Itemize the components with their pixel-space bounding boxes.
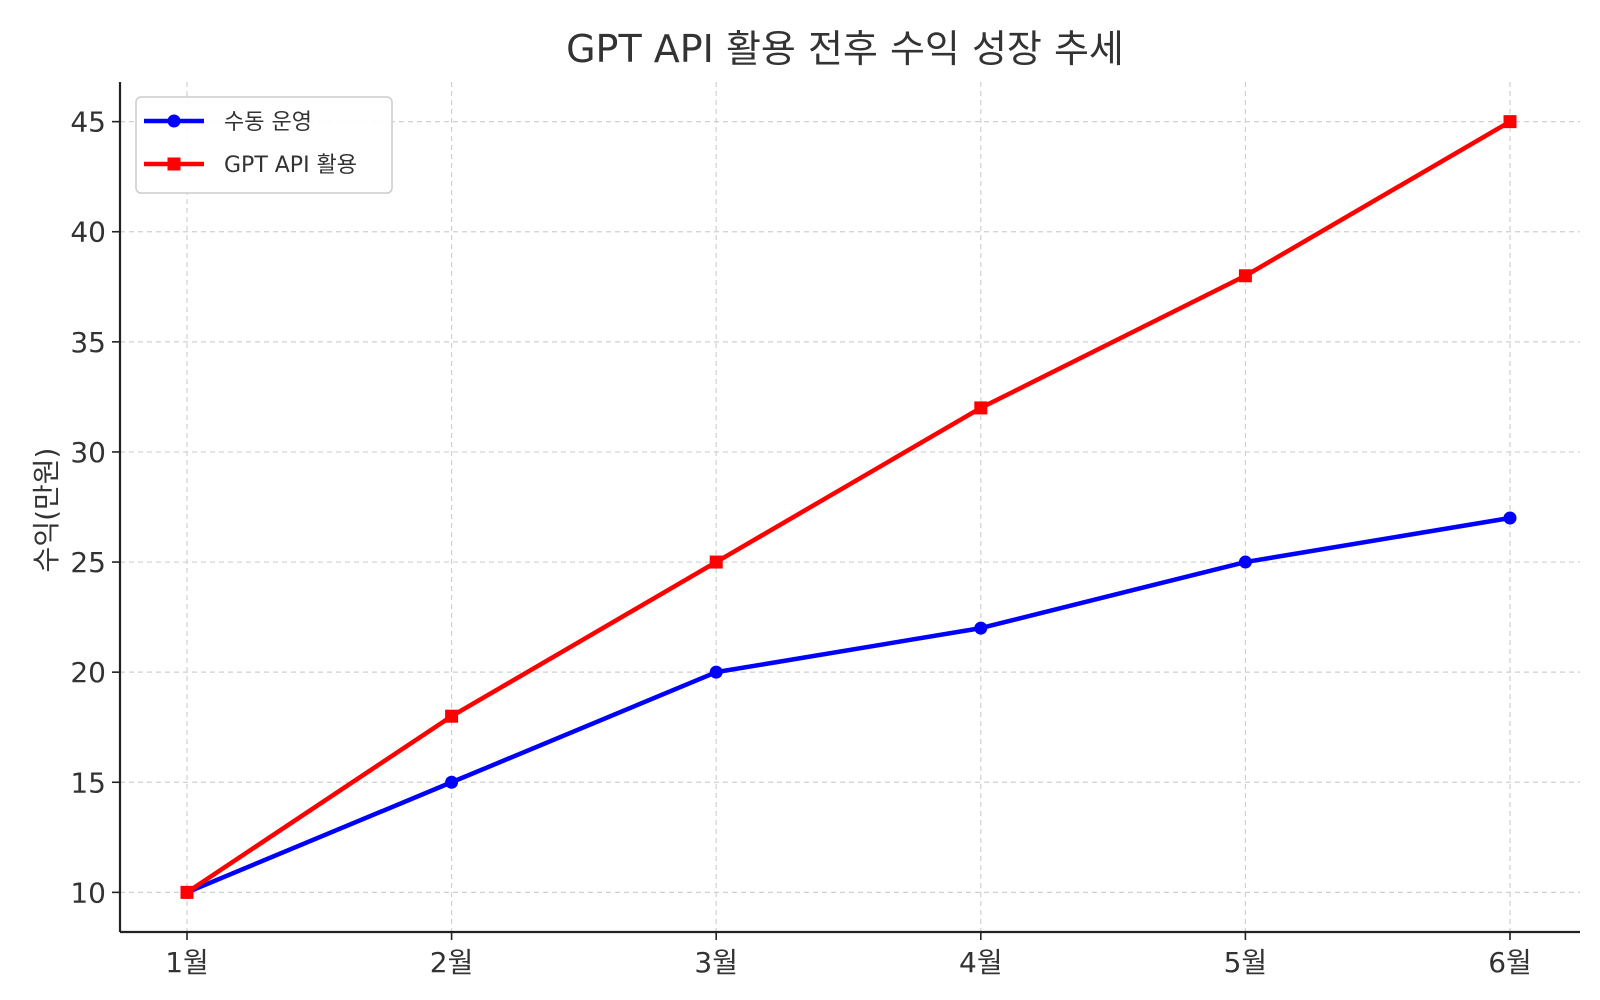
x-tick-label: 5월	[1224, 946, 1268, 979]
y-tick-label: 20	[70, 656, 106, 689]
data-point-marker	[445, 709, 459, 723]
legend: 수동 운영 GPT API 활용	[135, 96, 393, 194]
axes	[118, 82, 1580, 934]
x-tick-label: 4월	[959, 946, 1003, 979]
chart-title: GPT API 활용 전후 수익 성장 추세	[566, 27, 1124, 71]
y-tick-label: 15	[70, 766, 106, 799]
y-tick-label: 25	[70, 546, 106, 579]
data-point-marker	[709, 555, 723, 569]
data-point-marker	[974, 621, 988, 635]
legend-label-manual: 수동 운영	[224, 110, 312, 135]
x-tick-label: 2월	[430, 946, 474, 979]
legend-label-gpt: GPT API 활용	[224, 153, 357, 178]
data-point-marker	[1503, 511, 1517, 525]
y-axis-label: 수익(만원)	[30, 448, 63, 573]
data-point-marker	[1503, 115, 1517, 129]
data-point-marker	[180, 885, 194, 899]
series-line-1	[184, 119, 1513, 895]
data-point-marker	[709, 665, 723, 679]
ticks: 10 15 20 25 30 35 40 45 1월 2월 3월 4월 5월 6월	[70, 106, 1531, 979]
data-point-marker	[445, 775, 459, 789]
series	[180, 115, 1517, 899]
legend-swatch-marker-manual	[167, 114, 181, 128]
series-line-0	[184, 515, 1513, 895]
data-point-marker	[1238, 555, 1252, 569]
y-tick-label: 35	[70, 326, 106, 359]
x-tick-label: 3월	[694, 946, 738, 979]
y-tick-label: 30	[70, 436, 106, 469]
data-point-marker	[1238, 269, 1252, 283]
x-tick-label: 1월	[165, 946, 209, 979]
y-tick-label: 40	[70, 216, 106, 249]
y-tick-label: 10	[70, 876, 106, 909]
grid	[120, 82, 1580, 932]
x-tick-label: 6월	[1488, 946, 1532, 979]
legend-swatch-marker-gpt	[167, 157, 181, 171]
data-point-marker	[974, 401, 988, 415]
y-tick-label: 45	[70, 106, 106, 139]
